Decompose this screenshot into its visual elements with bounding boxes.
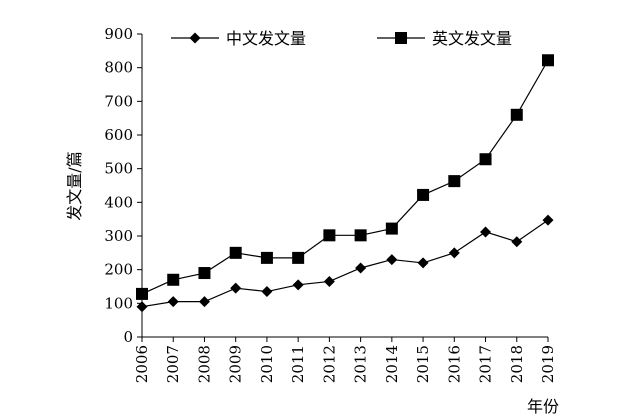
y-tick-label: 100 (104, 294, 133, 312)
data-point (323, 229, 336, 242)
data-point (355, 262, 367, 274)
legend-label: 英文发文量 (432, 29, 512, 48)
x-tick-label: 2019 (539, 345, 557, 383)
data-point (167, 296, 179, 308)
y-axis-label: 发文量/篇 (65, 151, 84, 220)
y-tick-label: 0 (123, 328, 133, 346)
y-tick-label: 700 (104, 92, 133, 110)
y-tick-label: 500 (104, 160, 133, 178)
series-english (136, 54, 554, 300)
data-point (136, 287, 148, 300)
data-point (417, 188, 430, 201)
data-point (198, 296, 210, 308)
data-point (229, 246, 242, 259)
y-axis: 0 100 200 300 400 500 600 700 800 900 (104, 25, 143, 346)
x-axis: 2006 2007 2008 2009 2010 2011 2012 2013 2014 2015… (133, 336, 557, 383)
legend: 中文发文量 英文发文量 (171, 29, 512, 48)
x-tick-label: 2015 (414, 345, 432, 383)
y-tick-label: 800 (104, 59, 133, 77)
data-point (167, 273, 180, 286)
legend-item: 英文发文量 (377, 29, 512, 48)
x-tick-label: 2016 (445, 345, 463, 383)
data-point (417, 257, 429, 269)
data-point (323, 275, 335, 287)
y-tick-label: 400 (104, 193, 133, 211)
data-point (448, 247, 460, 259)
y-tick-label: 900 (104, 25, 133, 43)
data-point (479, 153, 492, 166)
x-tick-label: 2012 (320, 345, 338, 383)
data-point (511, 236, 523, 248)
x-tick-label: 2006 (133, 345, 151, 383)
data-point (292, 251, 305, 264)
legend-item: 中文发文量 (171, 29, 306, 48)
y-tick-label: 300 (104, 227, 133, 245)
series-line (141, 59, 549, 295)
x-tick-label: 2008 (195, 345, 213, 383)
data-point (480, 226, 492, 238)
data-point (136, 301, 148, 313)
x-axis-label: 年份 (527, 397, 559, 416)
x-tick-label: 2017 (477, 345, 495, 383)
x-tick-label: 2011 (289, 345, 307, 383)
data-point (386, 254, 398, 266)
data-point (385, 222, 398, 235)
legend-diamond-marker (189, 32, 201, 44)
series-line (141, 219, 549, 308)
y-tick-label: 200 (104, 261, 133, 279)
data-point (260, 251, 273, 264)
data-point (542, 54, 554, 67)
data-point (542, 214, 554, 226)
data-point (292, 279, 304, 291)
x-tick-label: 2013 (352, 345, 370, 383)
data-point (448, 175, 461, 188)
legend-square-marker (395, 32, 407, 44)
y-tick-label: 600 (104, 126, 133, 144)
data-point (354, 229, 367, 242)
data-point (230, 282, 242, 294)
data-point (510, 108, 523, 121)
x-tick-label: 2007 (164, 345, 182, 383)
data-point (261, 286, 273, 298)
x-tick-label: 2010 (258, 345, 276, 383)
series-layer (136, 54, 554, 313)
data-point (198, 267, 211, 280)
x-tick-label: 2014 (383, 345, 401, 383)
x-tick-label: 2018 (508, 345, 526, 383)
x-tick-label: 2009 (227, 345, 245, 383)
series-chinese (136, 214, 554, 313)
legend-label: 中文发文量 (226, 29, 306, 48)
